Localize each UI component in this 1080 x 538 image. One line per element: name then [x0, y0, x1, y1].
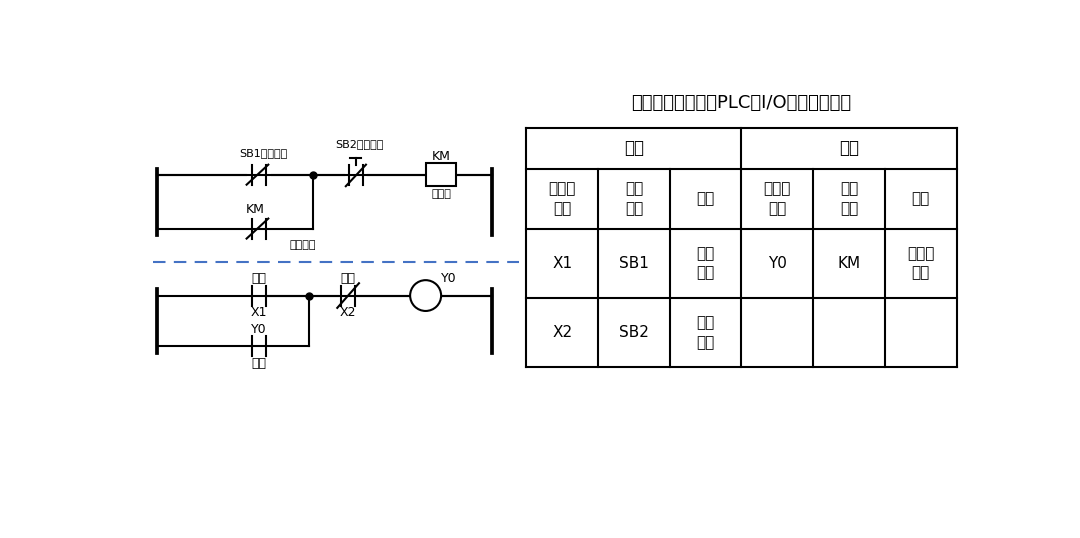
Circle shape — [410, 280, 441, 311]
Text: 作用: 作用 — [912, 191, 930, 206]
Text: KM: KM — [245, 203, 265, 216]
Text: X1: X1 — [251, 306, 267, 319]
Text: 输入: 输入 — [624, 139, 644, 158]
Text: X2: X2 — [552, 325, 572, 340]
Text: SB1: SB1 — [619, 256, 649, 271]
Text: 启动
按钮: 启动 按钮 — [697, 246, 715, 281]
Text: 停止: 停止 — [340, 272, 355, 285]
Text: Y0: Y0 — [441, 272, 457, 285]
Bar — [427, 163, 456, 186]
Text: X1: X1 — [552, 256, 572, 271]
Text: 接触器: 接触器 — [431, 189, 451, 199]
Text: 自锁: 自锁 — [252, 357, 267, 370]
Text: Y0: Y0 — [252, 323, 267, 336]
Text: KM: KM — [432, 151, 450, 164]
Text: 启动: 启动 — [252, 272, 267, 285]
Text: 停止
按钮: 停止 按钮 — [697, 315, 715, 350]
Text: Y0: Y0 — [768, 256, 786, 271]
Text: 电机启停控制电路PLC的I/O口地址分配表: 电机启停控制电路PLC的I/O口地址分配表 — [632, 94, 851, 111]
Text: 输入
元件: 输入 元件 — [625, 181, 643, 216]
Text: KM: KM — [837, 256, 861, 271]
Text: 输出继
电器: 输出继 电器 — [764, 181, 791, 216]
Text: SB2停止按钮: SB2停止按钮 — [336, 139, 383, 149]
Text: 启动接
触器: 启动接 触器 — [907, 246, 934, 281]
Text: 输入继
电器: 输入继 电器 — [549, 181, 576, 216]
Text: 输出: 输出 — [839, 139, 859, 158]
Text: SB2: SB2 — [619, 325, 649, 340]
Text: SB1启动按钮: SB1启动按钮 — [239, 148, 287, 158]
Text: 自锁触点: 自锁触点 — [291, 240, 316, 251]
Text: 作用: 作用 — [697, 191, 715, 206]
Text: 输出
元件: 输出 元件 — [840, 181, 859, 216]
Text: X2: X2 — [340, 306, 356, 319]
